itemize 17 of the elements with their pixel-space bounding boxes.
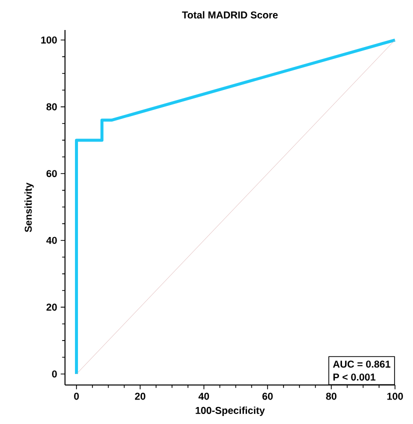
annotation: P < 0.001 [333,374,376,381]
chart-title: Total MADRID Score [182,11,278,18]
x-axis-title: 100-Specificity [196,406,265,416]
y-tick-label: 80 [46,103,57,110]
y-axis-title: Sensitivity [24,182,34,232]
x-tick-label: 20 [134,392,146,400]
x-tick-label: 60 [262,392,273,400]
y-tick-label: 40 [46,236,57,244]
y-tick-label: 0 [52,370,57,378]
x-tick-label: 40 [198,392,210,400]
y-tick-label: 100 [41,36,57,44]
x-tick-label: 0 [74,392,79,400]
y-tick-label: 20 [46,304,57,311]
x-tick-label: 80 [326,392,336,400]
x-tick-label: 100 [387,392,403,400]
annotation: AUC = 0.861 [333,360,390,368]
y-tick-label: 60 [46,170,57,178]
